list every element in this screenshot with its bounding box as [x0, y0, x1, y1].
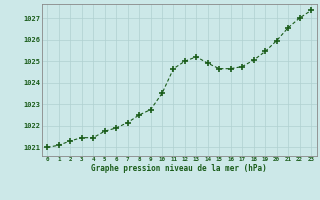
- X-axis label: Graphe pression niveau de la mer (hPa): Graphe pression niveau de la mer (hPa): [91, 164, 267, 173]
